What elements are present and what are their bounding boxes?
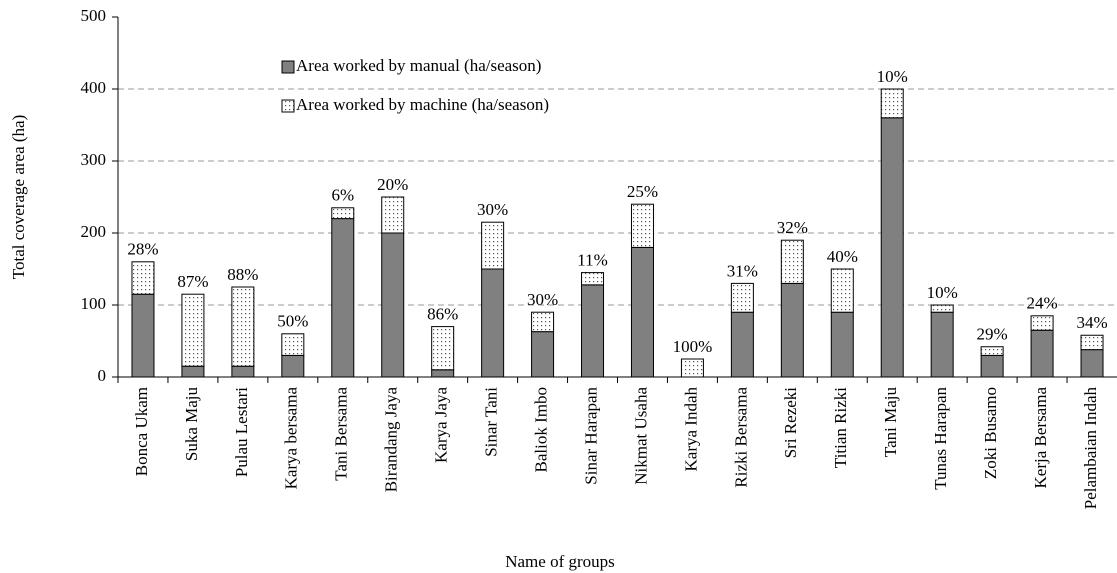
bar-annotation: 87% <box>177 272 208 291</box>
bar-segment <box>331 207 355 220</box>
bar-segment <box>481 268 505 378</box>
x-tick-label: Karya Indah <box>681 387 700 472</box>
bar-annotation: 31% <box>727 261 758 280</box>
x-tick-label: Tani Bersama <box>332 387 351 481</box>
bar-annotation: 6% <box>331 186 354 205</box>
bar-segment <box>880 117 904 378</box>
x-tick-label: Sinar Tani <box>482 387 501 457</box>
bar-annotation: 30% <box>477 200 508 219</box>
x-tick-label: Rizki Bersama <box>731 387 750 488</box>
bar-annotation: 10% <box>927 283 958 302</box>
y-axis-title: Total coverage area (ha) <box>9 115 28 279</box>
x-tick-label: Kerja Bersama <box>1031 387 1050 489</box>
bar-segment <box>331 218 355 378</box>
bar-segment <box>1080 349 1104 378</box>
bar-segment <box>281 354 305 378</box>
x-tick-label: Zoki Busamo <box>981 387 1000 479</box>
bar-annotation: 100% <box>673 337 713 356</box>
x-tick-label: Tani Maju <box>881 387 900 458</box>
y-tick-label: 100 <box>81 294 107 313</box>
bar-annotation: 88% <box>227 265 258 284</box>
x-tick-label: Bonca Ukam <box>132 387 151 476</box>
x-tick-label: Titian Rizki <box>831 387 850 468</box>
bar-segment <box>780 282 804 378</box>
x-tick-label: Sinar Harapan <box>581 387 600 485</box>
bar-annotation: 24% <box>1026 294 1057 313</box>
x-tick-label: Sri Rezeki <box>781 387 800 459</box>
bar-segment <box>830 268 854 313</box>
y-tick-label: 200 <box>81 222 107 241</box>
legend-label: Area worked by manual (ha/season) <box>296 56 541 75</box>
bar-segment <box>630 203 654 248</box>
y-tick-label: 500 <box>81 6 107 25</box>
bar-segment <box>730 282 754 313</box>
bar-annotation: 30% <box>527 290 558 309</box>
bar-annotation: 86% <box>427 305 458 324</box>
y-tick-label: 0 <box>98 366 107 385</box>
y-tick-label: 300 <box>81 150 107 169</box>
bar-segment <box>181 365 205 378</box>
x-tick-label: Nikmat Usaha <box>631 387 650 485</box>
x-tick-label: Karya bersama <box>282 387 301 490</box>
bar-segment <box>830 311 854 378</box>
bar-segment <box>531 331 555 378</box>
bar-segment <box>381 232 405 378</box>
x-axis-title: Name of groups <box>505 552 615 571</box>
x-tick-label: Baliok Imbo <box>531 387 550 472</box>
bar-segment <box>780 239 804 284</box>
bar-annotation: 11% <box>577 251 608 270</box>
bar-segment <box>880 88 904 119</box>
bar-segment <box>581 284 605 378</box>
x-tick-label: Pelambaian Indah <box>1081 387 1100 510</box>
bar-segment <box>481 221 505 270</box>
bar-annotation: 10% <box>877 67 908 86</box>
bar-annotation: 20% <box>377 175 408 194</box>
bar-segment <box>1080 334 1104 351</box>
bar-annotation: 32% <box>777 218 808 237</box>
bar-segment <box>531 311 555 333</box>
bar-segment <box>131 261 155 295</box>
x-tick-label: Birandang Jaya <box>382 387 401 493</box>
bar-annotation: 29% <box>977 325 1008 344</box>
bar-segment <box>381 196 405 234</box>
x-tick-label: Karya Jaya <box>432 387 451 463</box>
bar-segment <box>980 346 1004 356</box>
legend-swatch <box>281 60 295 74</box>
bar-annotation: 25% <box>627 182 658 201</box>
bar-annotation: 34% <box>1076 313 1107 332</box>
bar-segment <box>231 286 255 367</box>
bar-segment <box>730 311 754 378</box>
bar-segment <box>930 304 954 313</box>
bar-annotation: 50% <box>277 312 308 331</box>
bar-segment <box>431 326 455 371</box>
bar-segment <box>930 311 954 378</box>
bar-segment <box>131 293 155 378</box>
bar-segment <box>1030 315 1054 331</box>
bar-segment <box>980 354 1004 378</box>
bar-segment <box>181 293 205 367</box>
x-tick-label: Suka Maju <box>182 387 201 462</box>
bar-segment <box>281 333 305 356</box>
bar-annotation: 28% <box>127 240 158 259</box>
y-tick-label: 400 <box>81 78 107 97</box>
legend-label: Area worked by machine (ha/season) <box>296 95 549 114</box>
bar-segment <box>581 272 605 286</box>
x-tick-label: Tunas Harapan <box>931 387 950 490</box>
bar-annotation: 40% <box>827 247 858 266</box>
legend-swatch <box>281 99 295 113</box>
bar-segment <box>431 369 455 378</box>
x-tick-label: Pulau Lestari <box>232 387 251 477</box>
bar-segment <box>630 246 654 378</box>
bar-segment <box>1030 329 1054 378</box>
bar-segment <box>680 358 704 378</box>
bar-segment <box>231 365 255 378</box>
